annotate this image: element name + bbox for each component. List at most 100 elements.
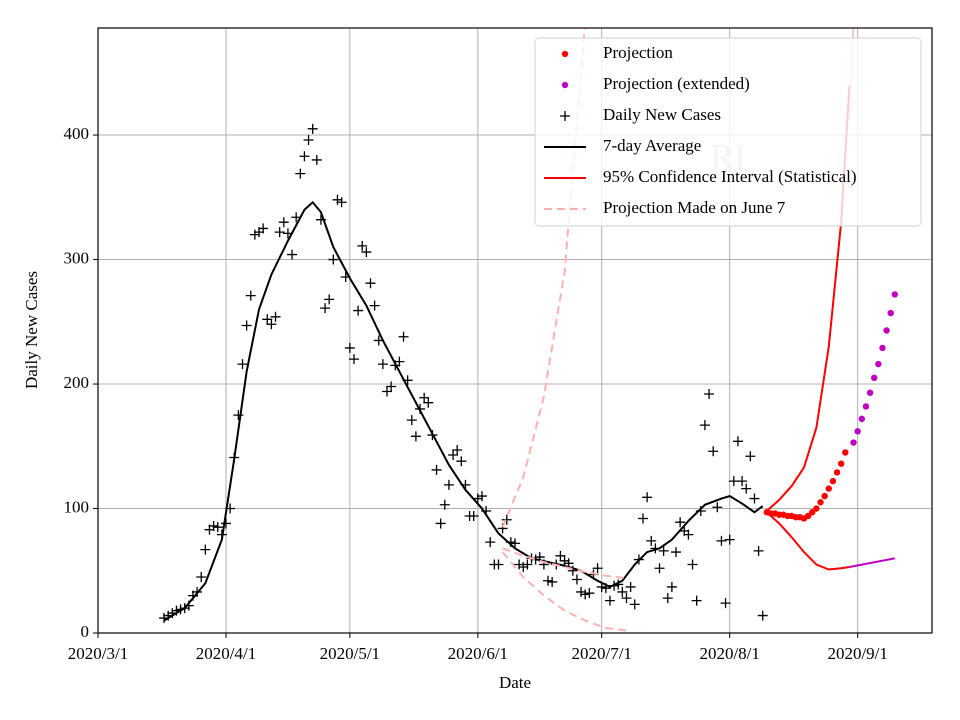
data-point [704,388,715,399]
y-tick-label: 0 [81,622,90,641]
data-point [580,589,591,600]
data-point [870,374,878,382]
data-point [825,485,832,492]
legend-label: 95% Confidence Interval (Statistical) [603,167,857,186]
legend-label: Projection [603,43,673,62]
data-point [357,240,368,251]
data-point [809,509,816,516]
data-point [382,386,393,397]
data-point [443,479,454,490]
legend-label: Projection Made on June 7 [603,198,786,217]
data-point [662,593,673,604]
data-point [699,420,710,431]
data-point [691,595,702,606]
data-point [241,320,252,331]
data-point [753,545,764,556]
data-point [617,586,628,597]
data-point [237,359,248,370]
data-point [821,492,828,500]
series-line [501,28,586,528]
data-point [654,563,665,574]
y-axis-label: Daily New Cases [22,271,41,389]
legend-marker [561,81,569,89]
data-point [270,311,281,322]
data-point [287,249,298,260]
data-point [394,356,405,367]
data-point [369,300,380,311]
data-point [646,535,657,546]
data-point [303,135,314,146]
data-point [637,513,648,524]
data-point [249,229,260,240]
y-tick-label: 300 [64,248,90,267]
axes: 0 100 200 300 400 2020/3/1 2020/4/1 2020/5/1 202… [64,124,888,663]
data-point [386,381,397,392]
data-point [501,514,512,525]
data-point [377,359,388,370]
data-point [245,290,256,301]
data-point [295,168,306,179]
series-line [502,547,627,580]
data-point [829,477,837,485]
data-point [642,492,653,503]
series-line [501,551,627,632]
data-point [336,197,347,208]
legend-marker [560,111,570,121]
data-point [559,555,570,566]
data-point [732,436,743,447]
data-point [879,344,886,352]
series-line [766,85,851,512]
data-point [584,588,595,599]
data-point [555,550,566,561]
data-point [320,303,331,314]
data-point [423,397,434,408]
legend-label: Daily New Cases [603,105,721,124]
data-point [757,610,768,621]
data-point [311,154,322,165]
data-point [522,559,533,570]
data-point [361,247,372,258]
data-point [493,559,504,570]
data-point [749,493,760,504]
data-point [720,598,731,609]
x-axis-label: Date [499,673,531,692]
data-point [200,544,211,555]
data-point [353,305,364,316]
data-point [472,493,483,504]
data-point [452,445,463,456]
data-point [439,499,450,510]
data-point [683,529,694,540]
data-point [833,469,841,476]
x-tick-label: 2020/7/1 [571,644,631,663]
data-point [666,581,677,592]
data-point [741,483,752,494]
data-point [675,517,686,528]
data-point [629,599,640,610]
data-point [708,446,719,457]
x-tick-label: 2020/6/1 [448,644,508,663]
plot-frame [97,27,933,634]
data-point [278,217,289,228]
data-point [518,562,529,573]
data-point [724,534,735,545]
data-point [592,563,603,574]
data-point [419,392,430,403]
data-point [299,151,310,162]
data-point [208,520,219,531]
data-point [262,314,273,325]
data-point [348,354,359,365]
data-point [712,502,723,513]
data-point [233,410,244,421]
data-point [716,535,727,546]
data-point [854,428,861,435]
data-point [866,389,874,396]
legend-marker [561,50,569,58]
data-point [737,476,748,487]
data-point [431,464,442,475]
data-point [621,593,632,604]
x-tick-label: 2020/3/1 [68,644,128,663]
data-point [332,194,343,205]
data-point [547,576,558,587]
